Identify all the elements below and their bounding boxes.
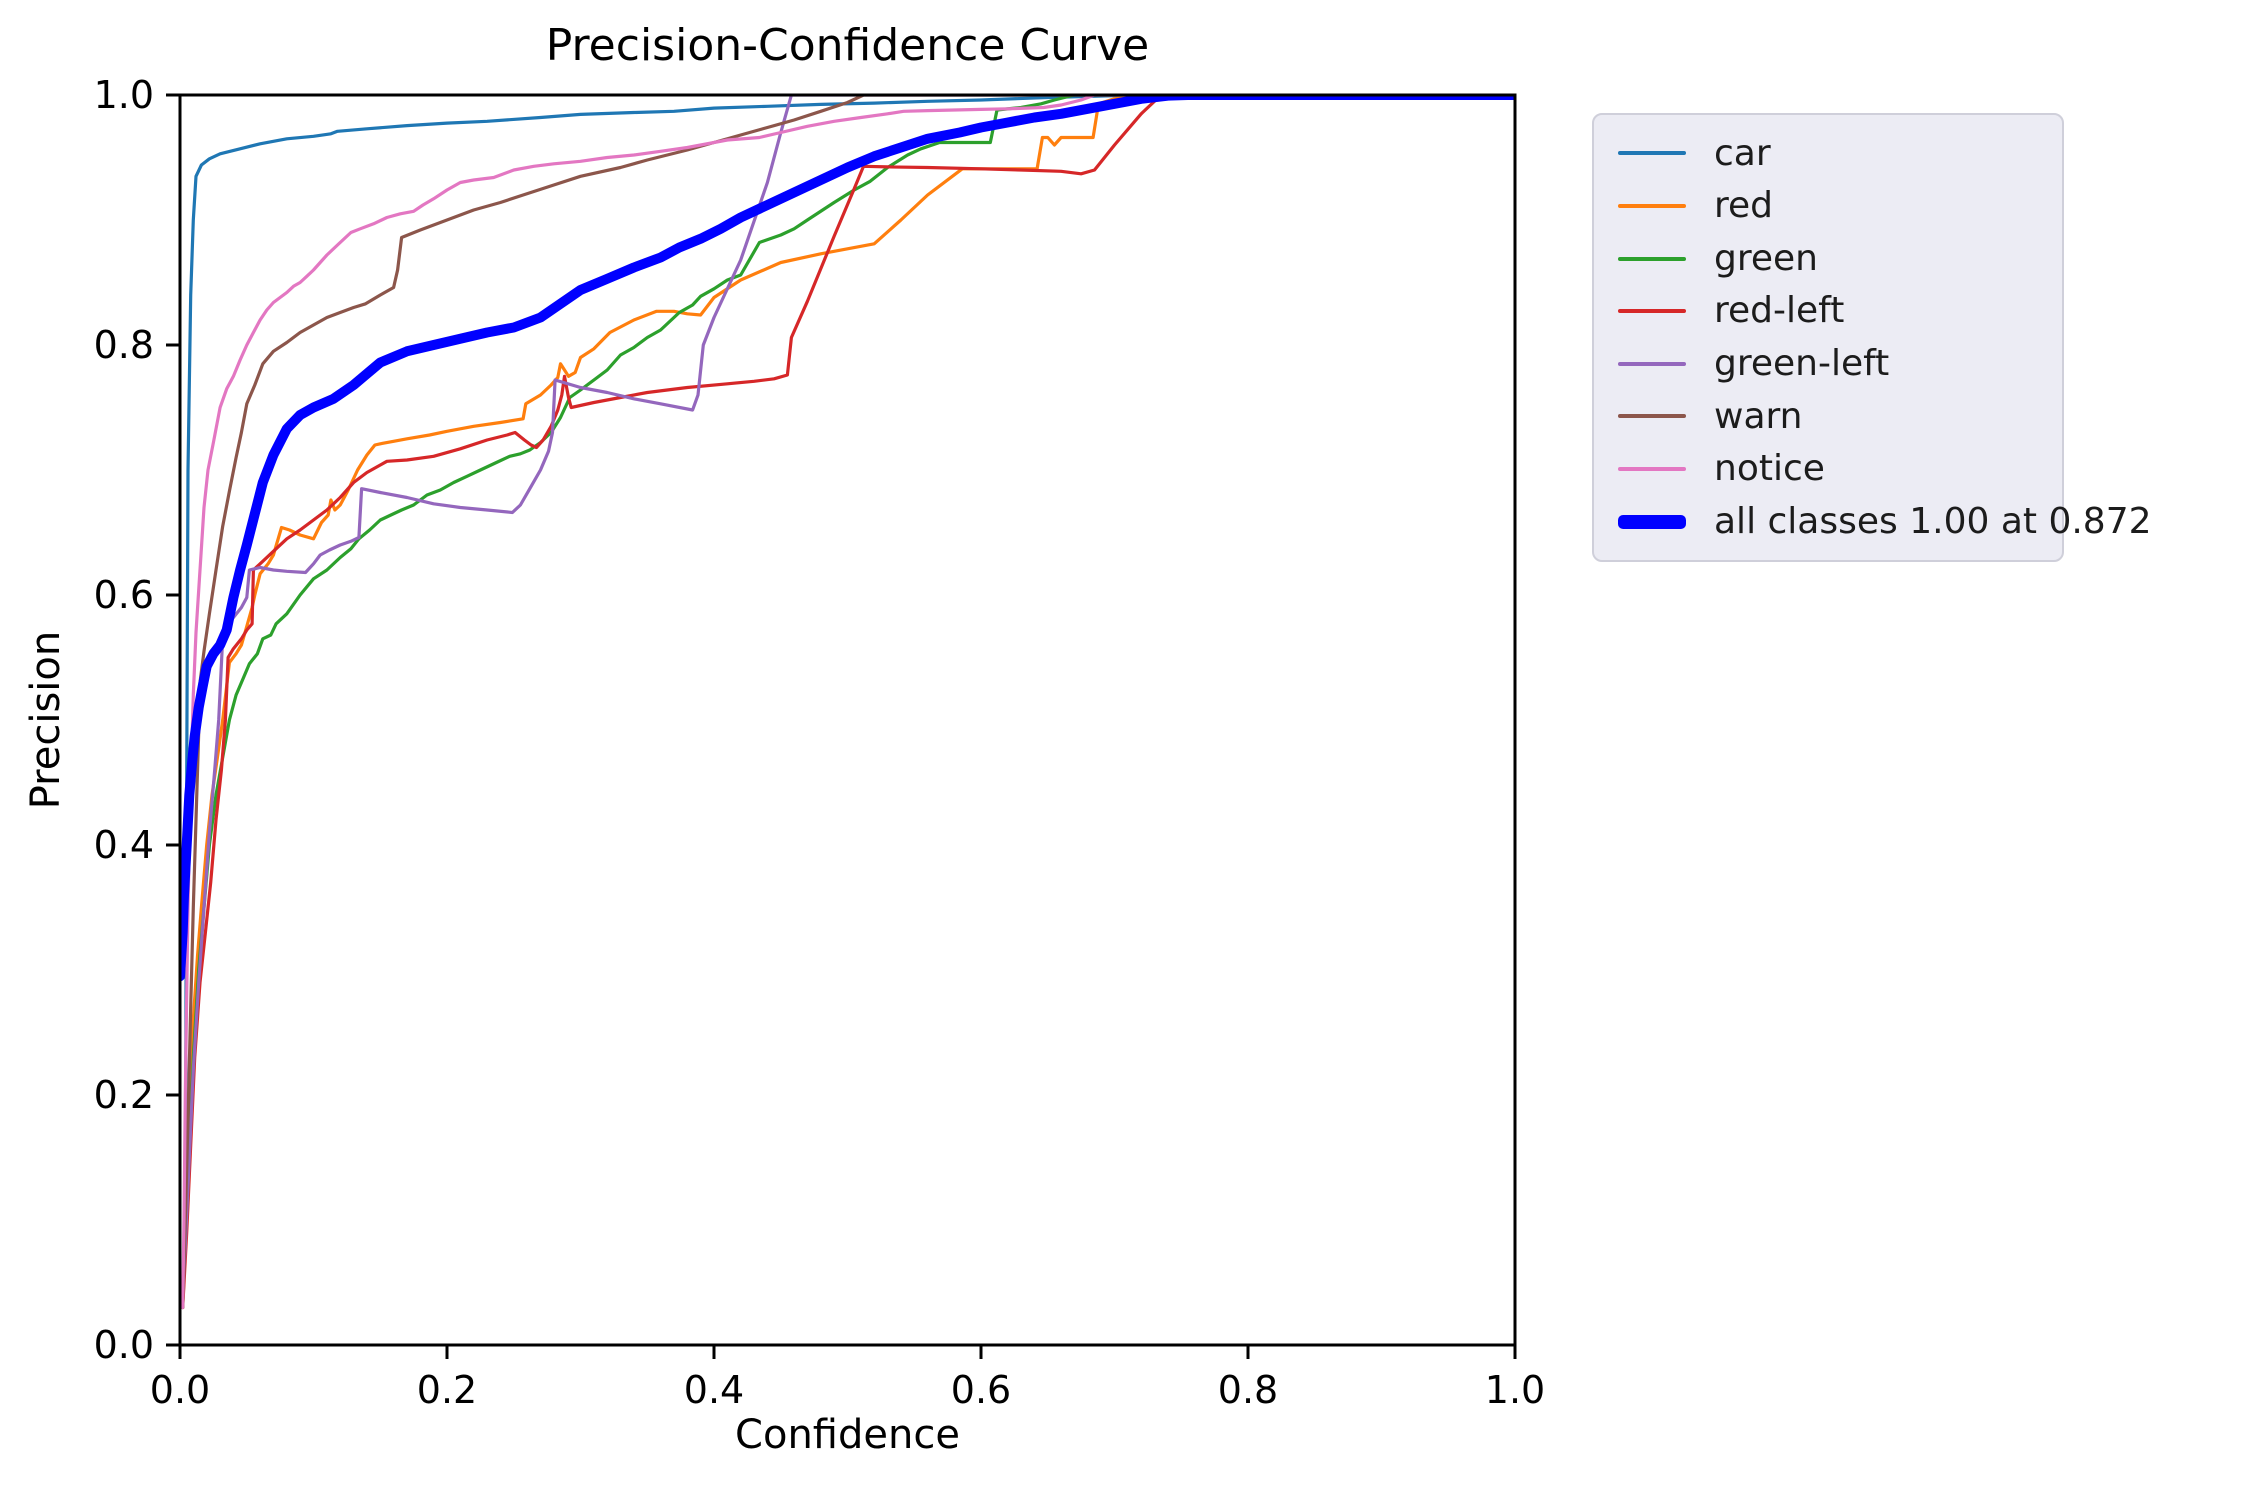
- x-tick-label: 0.0: [150, 1368, 210, 1412]
- y-axis-label: Precision: [23, 630, 69, 810]
- legend-label: all classes 1.00 at 0.872: [1714, 500, 2152, 542]
- legend-label: red: [1714, 185, 1774, 227]
- y-tick-label: 0.8: [94, 323, 154, 367]
- y-tick-label: 0.4: [94, 823, 154, 867]
- plot-line-warn: [181, 94, 1516, 1310]
- axes-spines: [178, 93, 1517, 1347]
- y-tick-label: 0.6: [94, 573, 154, 617]
- plot-line-car: [183, 94, 1516, 1222]
- legend-line-sample: [1618, 151, 1686, 156]
- plot-line-notice: [181, 94, 1516, 1310]
- legend-line-sample: [1618, 467, 1686, 472]
- legend-item-green: green: [1618, 239, 2052, 279]
- chart-title: Precision-Confidence Curve: [545, 20, 1150, 71]
- plot-line-all-classes: [179, 94, 1516, 982]
- axis-ticks: 0.0 0.2 0.4 0.6 0.8 1.0 0.0 0.2 0.4 0.6 0.8 1.0: [94, 73, 1546, 1412]
- legend-label: warn: [1714, 395, 1803, 437]
- legend-label: notice: [1714, 448, 1825, 490]
- legend-line-sample: [1618, 309, 1686, 314]
- y-tick-label: 0.0: [94, 1323, 154, 1367]
- x-tick-label: 0.4: [684, 1368, 744, 1412]
- plot-line-red: [181, 94, 1516, 1310]
- x-axis-label: Confidence: [735, 1412, 960, 1458]
- legend-line-sample: [1618, 361, 1686, 366]
- legend-item-warn: warn: [1618, 397, 2052, 437]
- plot-line-green: [181, 94, 1516, 1310]
- legend-item-red: red: [1618, 186, 2052, 226]
- x-tick-label: 0.8: [1218, 1368, 1278, 1412]
- legend-label: car: [1714, 132, 1771, 174]
- x-tick-label: 1.0: [1485, 1368, 1545, 1412]
- legend-item-green-left: green-left: [1618, 344, 2052, 384]
- series-lines: [179, 94, 1516, 1310]
- legend-label: green-left: [1714, 343, 1890, 385]
- y-tick-label: 0.2: [94, 1073, 154, 1117]
- plot-line-red-left: [181, 94, 1516, 1310]
- legend-label: red-left: [1714, 290, 1845, 332]
- legend-line-sample: [1618, 203, 1686, 208]
- x-tick-label: 0.6: [951, 1368, 1011, 1412]
- legend-item-notice: notice: [1618, 449, 2052, 489]
- legend-line-sample: [1618, 514, 1686, 529]
- legend: car red green red-left green-left warn notice a…: [1592, 113, 2152, 562]
- plot-line-green-left: [181, 94, 1516, 1297]
- y-tick-label: 1.0: [94, 73, 154, 117]
- legend-line-sample: [1618, 256, 1686, 261]
- legend-line-sample: [1618, 414, 1686, 419]
- legend-item-all-classes: all classes 1.00 at 0.872: [1618, 502, 2152, 542]
- legend-item-red-left: red-left: [1618, 291, 2052, 331]
- legend-item-car: car: [1618, 132, 2052, 174]
- x-tick-label: 0.2: [417, 1368, 477, 1412]
- legend-label: green: [1714, 237, 1818, 279]
